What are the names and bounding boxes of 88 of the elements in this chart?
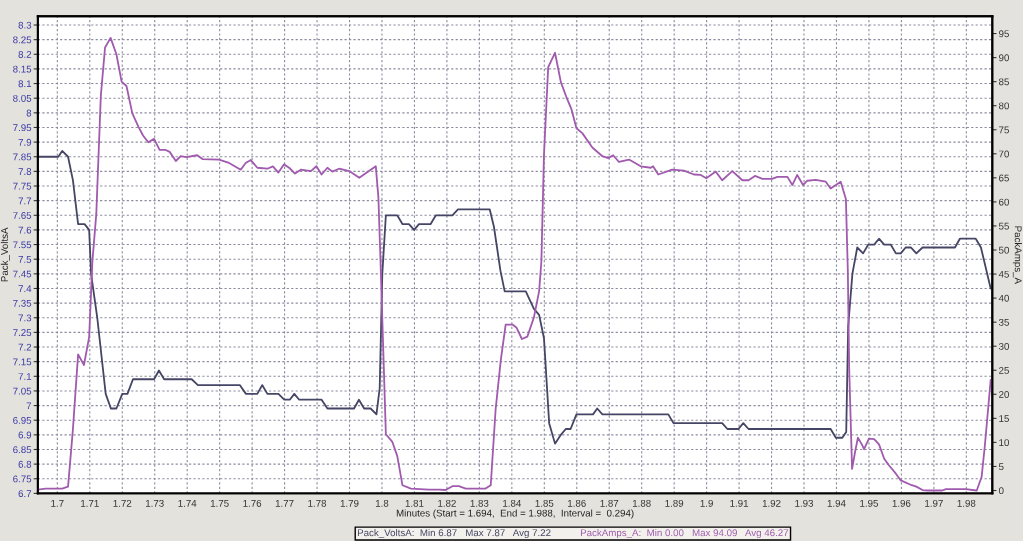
- y2-tick-label: 60: [999, 198, 1009, 206]
- y-tick-label: 6.85: [13, 446, 32, 454]
- x-tick-label: 1.98: [957, 499, 976, 507]
- y2-tick-label: 50: [998, 246, 1009, 254]
- y2-tick-label: 0: [998, 487, 1004, 495]
- y-tick-label: 7.75: [13, 182, 32, 190]
- y-tick-label: 8.2: [18, 51, 32, 58]
- y-tick-label: 7: [26, 402, 32, 410]
- y2-tick-label: 75: [999, 126, 1009, 134]
- y-tick-label: 7.3: [18, 314, 32, 322]
- y2-axis-title: PackAmps_A: [1012, 226, 1022, 284]
- y2-tick-label: 65: [999, 174, 1009, 182]
- text: PackAmps_A: Min 0.00 Max 94.09 Avg 46.27: [580, 529, 789, 539]
- y-tick-label: 7.55: [13, 241, 32, 249]
- y-tick-label: 7.65: [13, 212, 32, 219]
- x-tick-label: 1.84: [503, 499, 522, 507]
- x-tick-label: 1.74: [178, 500, 197, 507]
- y2-tick-label: 95: [999, 30, 1009, 38]
- y2-tick-label: 30: [998, 342, 1009, 350]
- y-tick-label: 7.5: [18, 256, 32, 263]
- y-tick-label: 8.15: [13, 65, 32, 73]
- y-tick-label: 6.7: [18, 490, 32, 498]
- y-tick-label: 7.25: [13, 329, 32, 336]
- x-tick-label: 1.85: [535, 499, 554, 507]
- y-axis-title: Pack_VoltsA: [0, 227, 10, 282]
- y-tick-label: 7.45: [13, 270, 32, 278]
- y-tick-label: 7.85: [13, 153, 32, 161]
- x-tick-label: 1.86: [568, 499, 586, 507]
- x-tick-label: 1.93: [795, 499, 814, 507]
- y2-tick-label: 55: [998, 222, 1009, 230]
- y2-tick-label: 45: [998, 270, 1009, 278]
- y-tick-label: 7.95: [13, 124, 32, 132]
- x-tick-label: 1.76: [243, 499, 262, 507]
- y2-tick-label: 85: [998, 78, 1009, 86]
- y-tick-label: 8.1: [18, 80, 32, 88]
- y-tick-label: 7.7: [18, 197, 32, 205]
- y-tick-label: 7.1: [18, 373, 32, 380]
- line-series: [37, 149, 992, 445]
- y2-tick-label: 25: [999, 366, 1009, 374]
- text: Pack_VoltsA: Min 6.87 Max 7.87 Avg 7.22: [357, 529, 551, 539]
- y2-tick-label: 5: [998, 463, 1004, 471]
- x-tick-label: 1.77: [275, 500, 294, 507]
- y-tick-label: 8.05: [13, 94, 32, 102]
- y-tick-label: 8.3: [18, 21, 32, 29]
- x-tick-label: 1.71: [81, 500, 99, 507]
- x-tick-label: 1.94: [827, 499, 846, 507]
- x-tick-label: 1.75: [210, 500, 229, 507]
- y-tick-label: 7.2: [18, 343, 32, 351]
- y-tick-label: 7.35: [13, 299, 32, 307]
- x-tick-label: 1.87: [600, 499, 619, 507]
- y-tick-label: 7.4: [18, 285, 32, 292]
- x-tick-label: 1.9: [700, 499, 713, 507]
- x-tick-label: 1.72: [113, 499, 132, 507]
- x-tick-label: 1.95: [860, 499, 878, 507]
- y-tick-label: 6.8: [18, 460, 32, 468]
- x-tick-label: 1.78: [308, 499, 327, 507]
- y2-tick-label: 90: [999, 54, 1009, 62]
- y2-tick-label: 20: [999, 391, 1009, 398]
- y-tick-label: 7.6: [18, 226, 32, 234]
- y-tick-label: 6.75: [13, 475, 32, 483]
- x-tick-label: 1.79: [340, 499, 359, 507]
- y-tick-label: 7.15: [13, 358, 32, 366]
- x-tick-label: 1.92: [762, 499, 781, 507]
- x-tick-label: 1.91: [730, 499, 749, 507]
- x-tick-label: 1.82: [438, 499, 456, 507]
- x-tick-label: 1.73: [146, 499, 164, 507]
- y-tick-label: 7.05: [13, 387, 32, 395]
- x-axis-title: Minutes (Start = 1.694, End = 1.988, Interval = 0.294): [396, 509, 634, 519]
- y2-tick-label: 10: [999, 439, 1009, 447]
- x-tick-label: 1.96: [892, 499, 911, 507]
- y-tick-label: 6.95: [13, 416, 32, 424]
- x-tick-label: 1.7: [51, 500, 64, 507]
- x-tick-label: 1.8: [375, 499, 389, 507]
- y-tick-label: 7.8: [18, 168, 32, 175]
- x-tick-label: 1.83: [470, 499, 489, 507]
- y-tick-label: 8: [26, 109, 32, 117]
- y2-tick-label: 70: [999, 150, 1009, 158]
- x-tick-label: 1.88: [632, 499, 651, 507]
- y2-tick-label: 80: [998, 102, 1009, 110]
- y-tick-label: 8.25: [13, 36, 32, 44]
- x-tick-label: 1.89: [665, 499, 684, 507]
- y-tick-label: 6.9: [18, 431, 32, 439]
- y-tick-label: 7.9: [18, 138, 32, 146]
- x-tick-label: 1.81: [405, 499, 424, 507]
- y2-tick-label: 15: [999, 415, 1009, 422]
- x-tick-label: 1.97: [925, 499, 943, 507]
- y2-tick-label: 35: [998, 318, 1009, 326]
- y2-tick-label: 40: [998, 294, 1009, 302]
